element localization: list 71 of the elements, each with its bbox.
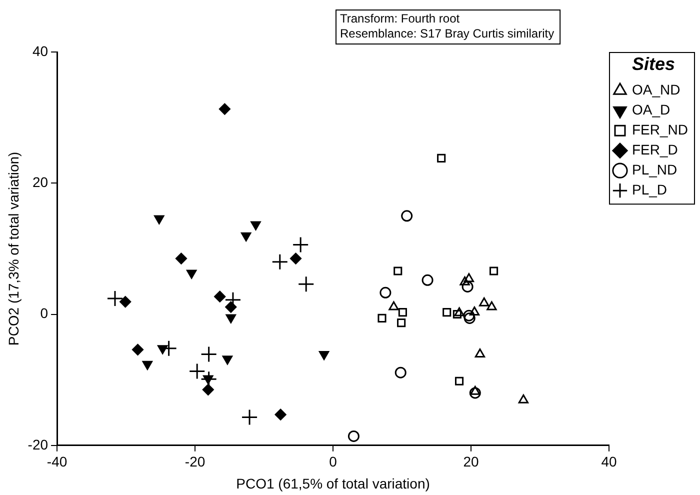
point: [454, 307, 464, 316]
point: [202, 384, 214, 396]
x-tick-label: -20: [184, 454, 206, 470]
point: [298, 276, 314, 292]
y-tick-label: 20: [32, 174, 48, 190]
point: [489, 266, 498, 276]
legend-label: FER_ND: [632, 121, 688, 138]
point: [460, 276, 470, 286]
legend-label: OA_D: [632, 101, 670, 118]
point: [188, 363, 206, 380]
point: [464, 312, 476, 324]
point: [154, 215, 164, 224]
point: [464, 273, 474, 282]
point: [469, 306, 480, 316]
point: [106, 290, 124, 307]
y-tick-label: 0: [40, 305, 48, 322]
point: [203, 375, 214, 384]
point: [250, 221, 261, 230]
point: [186, 270, 197, 279]
point: [452, 310, 462, 319]
point: [274, 408, 286, 420]
text: Resemblance: S17 Bray Curtis similarity: [340, 26, 554, 40]
x-axis-title: PCO1 (61,5% of total variation): [236, 475, 430, 492]
point: [422, 274, 434, 286]
point: [132, 344, 144, 356]
point: [292, 236, 309, 254]
point: [226, 314, 236, 324]
point: [397, 318, 406, 328]
point: [442, 308, 452, 317]
point: [142, 360, 152, 370]
point: [394, 266, 402, 276]
legend-label: PL_ND: [632, 161, 678, 178]
point: [380, 286, 392, 298]
x-tick-label: 40: [601, 454, 617, 470]
point: [200, 346, 218, 363]
point: [290, 252, 302, 264]
point: [241, 408, 258, 426]
point: [348, 430, 360, 442]
point: [463, 310, 475, 322]
legend-title: Sites: [632, 54, 676, 74]
point: [518, 394, 529, 404]
point: [486, 301, 497, 310]
point: [398, 308, 407, 317]
x-tick-label: 0: [329, 454, 338, 470]
point: [225, 301, 237, 313]
point: [394, 366, 406, 378]
legend-label: PL_D: [632, 181, 668, 198]
point: [378, 314, 386, 322]
point: [462, 280, 474, 292]
point: [218, 103, 230, 115]
x-tick-label: -40: [46, 454, 68, 470]
point: [454, 376, 464, 386]
x-tick-label: 20: [463, 454, 479, 470]
point: [479, 297, 490, 306]
point: [241, 232, 252, 242]
y-tick-label: 40: [32, 42, 48, 59]
point: [120, 296, 132, 308]
text: Transform: Fourth root: [340, 11, 460, 26]
point: [470, 386, 480, 395]
point: [437, 154, 446, 163]
point: [175, 252, 187, 264]
y-axis-title: PCO2 (17,3% of total variation): [5, 152, 22, 346]
point: [401, 210, 413, 222]
y-tick-label: -20: [28, 436, 48, 452]
point: [214, 290, 226, 302]
point: [474, 348, 486, 358]
point: [272, 254, 288, 270]
point: [469, 387, 481, 399]
legend-label: OA_ND: [632, 81, 680, 98]
point: [388, 301, 399, 310]
legend-label: FER_D: [632, 141, 678, 158]
